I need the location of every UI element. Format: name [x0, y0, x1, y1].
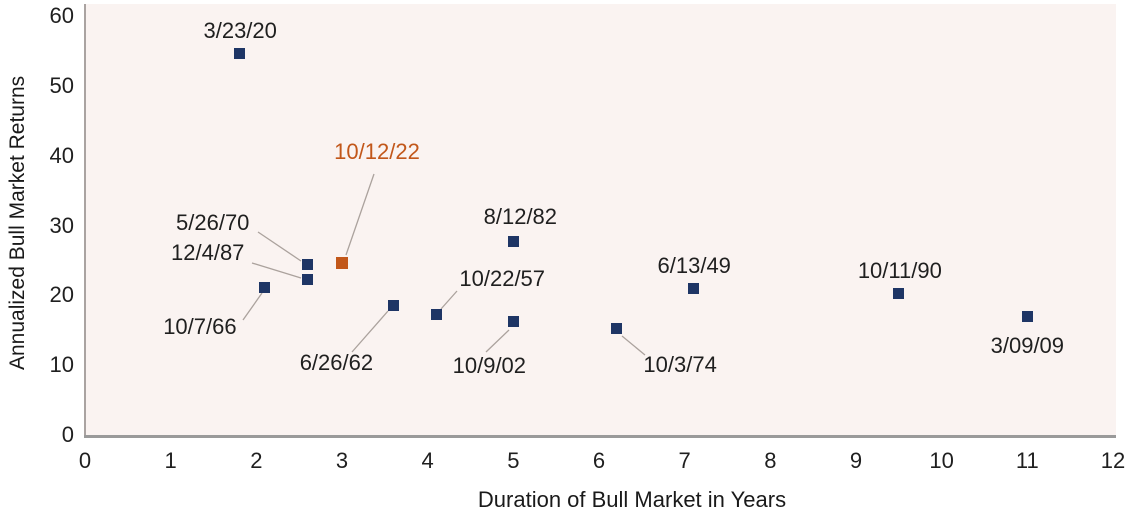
data-point — [1021, 311, 1033, 323]
data-point — [302, 259, 314, 271]
data-point-label: 6/13/49 — [657, 253, 731, 279]
data-point-label: 10/3/74 — [643, 352, 717, 378]
data-point — [430, 308, 442, 320]
x-tick-label: 6 — [592, 448, 606, 473]
data-point-label: 10/7/66 — [163, 313, 237, 339]
y-tick-label: 30 — [49, 212, 74, 238]
data-point-label: 12/4/87 — [171, 239, 245, 265]
data-point-label: 5/26/70 — [176, 209, 250, 235]
data-point — [302, 274, 314, 286]
data-point-label: 3/09/09 — [990, 332, 1065, 358]
x-tick-label: 3 — [335, 448, 349, 473]
x-tick-label: 5 — [507, 448, 520, 473]
y-axis-line — [84, 4, 86, 438]
x-axis-title: Duration of Bull Market in Years — [477, 487, 787, 512]
data-point — [387, 299, 399, 311]
y-tick-label: 60 — [49, 3, 74, 28]
x-tick-label: 4 — [421, 448, 434, 473]
x-tick-label: 1 — [164, 448, 177, 473]
data-point — [893, 288, 905, 300]
data-point-label: 10/9/02 — [452, 352, 527, 378]
data-point — [259, 282, 271, 294]
data-point — [610, 322, 622, 334]
y-tick-label: 20 — [49, 282, 74, 308]
data-point — [336, 257, 348, 270]
x-tick-label: 10 — [929, 448, 954, 473]
x-tick-label: 7 — [678, 448, 691, 473]
data-point — [507, 316, 519, 328]
data-point-label: 6/26/62 — [299, 350, 374, 376]
x-tick-label: 11 — [1015, 448, 1039, 473]
x-tick-label: 8 — [764, 448, 777, 473]
data-point-label: 10/12/22 — [334, 139, 420, 165]
plot-area — [86, 4, 1116, 435]
data-point-label: 10/22/57 — [459, 266, 546, 292]
x-axis-line — [84, 435, 1116, 438]
data-point-label: 3/23/20 — [203, 18, 277, 43]
y-tick-label: 50 — [49, 72, 74, 98]
x-tick-label: 0 — [78, 448, 92, 473]
data-point — [507, 236, 519, 248]
y-tick-label: 0 — [61, 422, 74, 447]
data-point-label: 10/11/90 — [857, 257, 942, 283]
data-point — [687, 282, 699, 294]
data-point-label: 8/12/82 — [483, 203, 558, 229]
y-tick-label: 40 — [49, 142, 74, 168]
x-tick-label: 9 — [849, 448, 863, 473]
x-tick-label: 12 — [1100, 448, 1126, 473]
x-tick-label: 2 — [250, 448, 263, 473]
data-point — [233, 47, 245, 59]
y-tick-label: 10 — [49, 352, 74, 378]
